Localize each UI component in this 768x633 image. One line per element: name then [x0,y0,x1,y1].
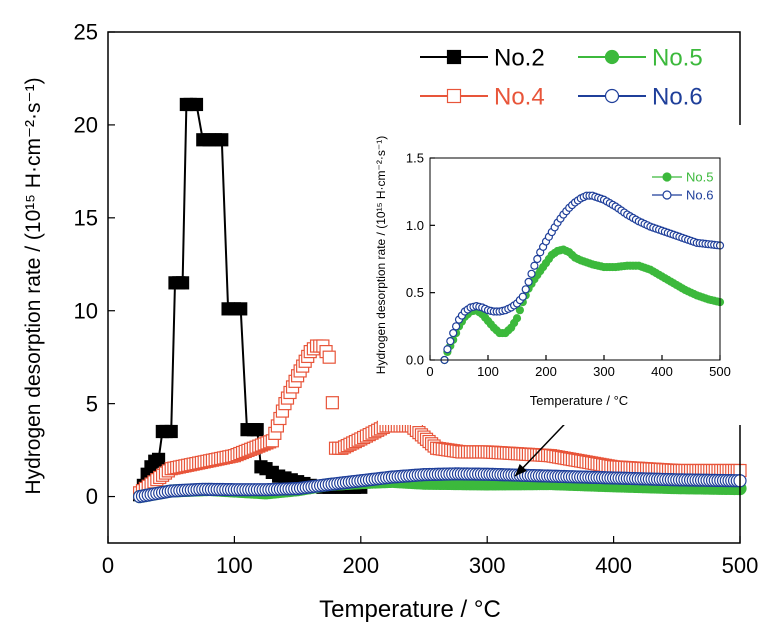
legend-entry-no2: No.2 [420,45,545,72]
data-point [234,302,248,316]
x-tick-label: 200 [535,364,557,379]
data-point [530,261,539,270]
legend-marker [662,172,672,182]
main-legend: No.2 No.4 No.5 No.6 [420,45,703,111]
legend-entry-no4: No.4 [420,84,545,111]
data-point [322,350,336,364]
legend-label: No.6 [652,84,703,111]
inset-y-axis-label: Hydrogen desorption rate / (10¹⁵ H·cm⁻²·… [374,136,388,374]
main-plot: 0 100 200 300 400 500 0 5 10 15 20 25 Temperature … [22,20,758,623]
legend-entry-no6: No.6 [578,84,703,111]
data-point [449,328,458,338]
legend-marker [662,190,672,200]
legend-label: No.5 [652,45,703,72]
x-tick-label: 200 [342,553,379,578]
annotation-arrow-head [515,463,527,477]
data-point [215,133,229,147]
legend-marker [446,88,462,104]
data-point [446,337,455,346]
inset-plot-frame [429,157,721,361]
x-tick-label: 500 [709,364,731,379]
inset-plot: 0 100 200 300 400 500 0.0 0.5 1.0 1.5 Temperatur… [374,125,748,425]
inset-legend: No.5 No.6 [652,170,713,203]
x-tick-label: 400 [651,364,673,379]
data-point [452,322,461,331]
x-tick-label: 0 [102,553,114,578]
data-point [164,424,178,439]
x-tick-label: 300 [469,553,506,578]
legend-marker [446,49,462,65]
main-x-axis-label: Temperature / °C [319,596,501,623]
y-tick-label: 1.5 [406,151,424,166]
y-tick-label: 10 [74,298,98,323]
main-y-axis-label: Hydrogen desorption rate / (10¹⁵ H·cm⁻²·… [22,77,45,494]
data-point [250,423,264,437]
x-tick-label: 100 [477,364,499,379]
legend-label: No.5 [686,170,713,185]
inset-x-axis-label: Temperature / °C [530,393,628,408]
data-point [325,396,339,410]
x-tick-label: 0 [426,364,433,379]
legend-label: No.2 [494,45,545,72]
x-tick-label: 400 [595,553,632,578]
legend-entry-no5: No.5 [578,45,703,72]
x-tick-label: 500 [722,553,759,578]
y-tick-label: 0.5 [406,285,424,300]
legend-entry-no6: No.6 [652,188,713,203]
series-no6 [440,191,725,365]
data-point [521,285,530,294]
x-tick-label: 300 [593,364,615,379]
data-point [189,97,204,112]
y-tick-label: 20 [74,113,98,138]
data-point [515,306,525,315]
y-tick-label: 0 [86,484,98,509]
y-tick-label: 0.0 [406,353,424,368]
y-tick-label: 15 [74,206,98,231]
data-point [175,276,190,290]
data-point [443,345,452,354]
data-point [524,277,533,286]
x-tick-label: 100 [216,553,253,578]
data-point [518,292,527,301]
y-tick-label: 25 [74,20,98,45]
legend-label: No.4 [494,84,545,111]
data-point [512,314,522,323]
y-tick-label: 1.0 [406,218,424,233]
data-point [533,254,542,264]
data-point [527,269,536,278]
series-no4 [133,339,747,500]
legend-marker [604,88,620,104]
legend-label: No.6 [686,188,713,203]
y-tick-label: 5 [86,391,98,416]
legend-marker [604,49,620,65]
series-no6 [133,467,747,504]
data-point [151,452,166,466]
legend-entry-no5: No.5 [652,170,713,185]
